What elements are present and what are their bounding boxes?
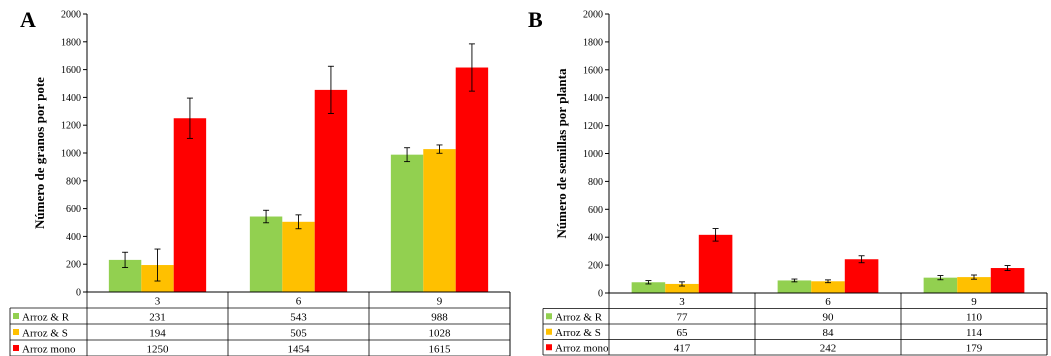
y-tick-label: 1600 (583, 65, 603, 76)
data-label: 988 (431, 312, 448, 324)
legend-key (546, 328, 552, 335)
legend-label: Arroz mono (555, 343, 609, 355)
y-tick-label: 0 (76, 288, 81, 299)
legend-key (546, 344, 552, 351)
y-tick-label: 1400 (61, 93, 81, 104)
data-label: 417 (674, 343, 691, 355)
y-tick-label: 1600 (61, 65, 81, 76)
bar (423, 149, 456, 292)
bar (957, 277, 991, 293)
y-tick-label: 400 (588, 233, 603, 244)
legend-label: Arroz mono (22, 344, 76, 356)
y-tick-label: 200 (588, 261, 603, 272)
y-tick-label: 1000 (61, 149, 81, 160)
legend-label: Arroz & S (555, 327, 601, 339)
data-label: 242 (820, 343, 837, 355)
data-label: 179 (966, 343, 983, 355)
y-tick-label: 1200 (61, 121, 81, 132)
bar (631, 282, 666, 293)
bar (777, 280, 812, 293)
chart-panel-b: B Número de semillas por planta 0 200 400 600… (526, 0, 1051, 356)
panel-letter: A (20, 7, 36, 32)
legend-label: Arroz & S (22, 328, 68, 340)
bar (173, 118, 207, 292)
bar (390, 154, 424, 292)
y-tick-label: 1400 (583, 93, 603, 104)
y-tick-label: 800 (588, 177, 603, 188)
bar (811, 281, 845, 293)
y-tick-label: 200 (66, 260, 81, 271)
bar-chart-a: A Número de granos por pote 0 200 400 600 800 1… (9, 7, 511, 356)
y-tick-label: 1800 (583, 37, 603, 48)
bar-chart-b: B Número de semillas por planta 0 200 400 600… (528, 7, 1048, 356)
data-label: 194 (149, 328, 166, 340)
y-axis-label: Número de granos por pote (32, 77, 47, 229)
y-tick-label: 600 (588, 205, 603, 216)
data-label: 1250 (147, 344, 170, 356)
chart-panel-a: A Número de granos por pote 0 200 400 600 800 1… (0, 0, 525, 356)
y-tick-label: 1200 (583, 121, 603, 132)
x-tick-label: 3 (155, 296, 161, 308)
x-tick-label: 6 (296, 296, 302, 308)
legend-key (13, 329, 19, 335)
y-tick-label: 1000 (583, 149, 603, 160)
y-tick-label: 2000 (61, 10, 81, 21)
data-label: 114 (966, 327, 983, 339)
bar (665, 283, 699, 293)
data-label: 90 (823, 312, 835, 324)
data-label: 110 (966, 312, 983, 324)
bar (923, 277, 958, 293)
data-label: 77 (677, 312, 689, 324)
y-tick-label: 1800 (61, 37, 81, 48)
y-tick-label: 800 (66, 176, 81, 187)
y-tick-label: 600 (66, 204, 81, 215)
data-label: 1615 (429, 344, 452, 356)
data-label: 231 (149, 312, 166, 324)
legend-key (13, 345, 19, 351)
data-label: 1028 (429, 328, 452, 340)
legend-label: Arroz & R (555, 312, 603, 324)
data-label: 505 (290, 328, 307, 340)
y-tick-label: 0 (598, 289, 603, 300)
x-tick-label: 3 (679, 296, 685, 308)
bar (314, 89, 348, 292)
panel-letter: B (528, 7, 543, 32)
x-tick-label: 6 (825, 296, 831, 308)
y-axis-label: Número de semillas por planta (554, 68, 569, 238)
data-label: 1454 (288, 344, 311, 356)
bar (455, 67, 489, 292)
y-tick-label: 400 (66, 232, 81, 243)
bar (249, 216, 283, 292)
legend-key (546, 313, 552, 320)
bar (698, 234, 733, 293)
legend-label: Arroz & R (22, 312, 70, 324)
legend-key (13, 313, 19, 319)
bar (990, 268, 1025, 293)
bar (844, 259, 879, 293)
bar (282, 221, 315, 292)
y-tick-label: 2000 (583, 10, 603, 21)
data-label: 543 (290, 312, 307, 324)
data-label: 84 (823, 327, 835, 339)
x-tick-label: 9 (971, 296, 977, 308)
data-label: 65 (677, 327, 689, 339)
x-tick-label: 9 (437, 296, 443, 308)
